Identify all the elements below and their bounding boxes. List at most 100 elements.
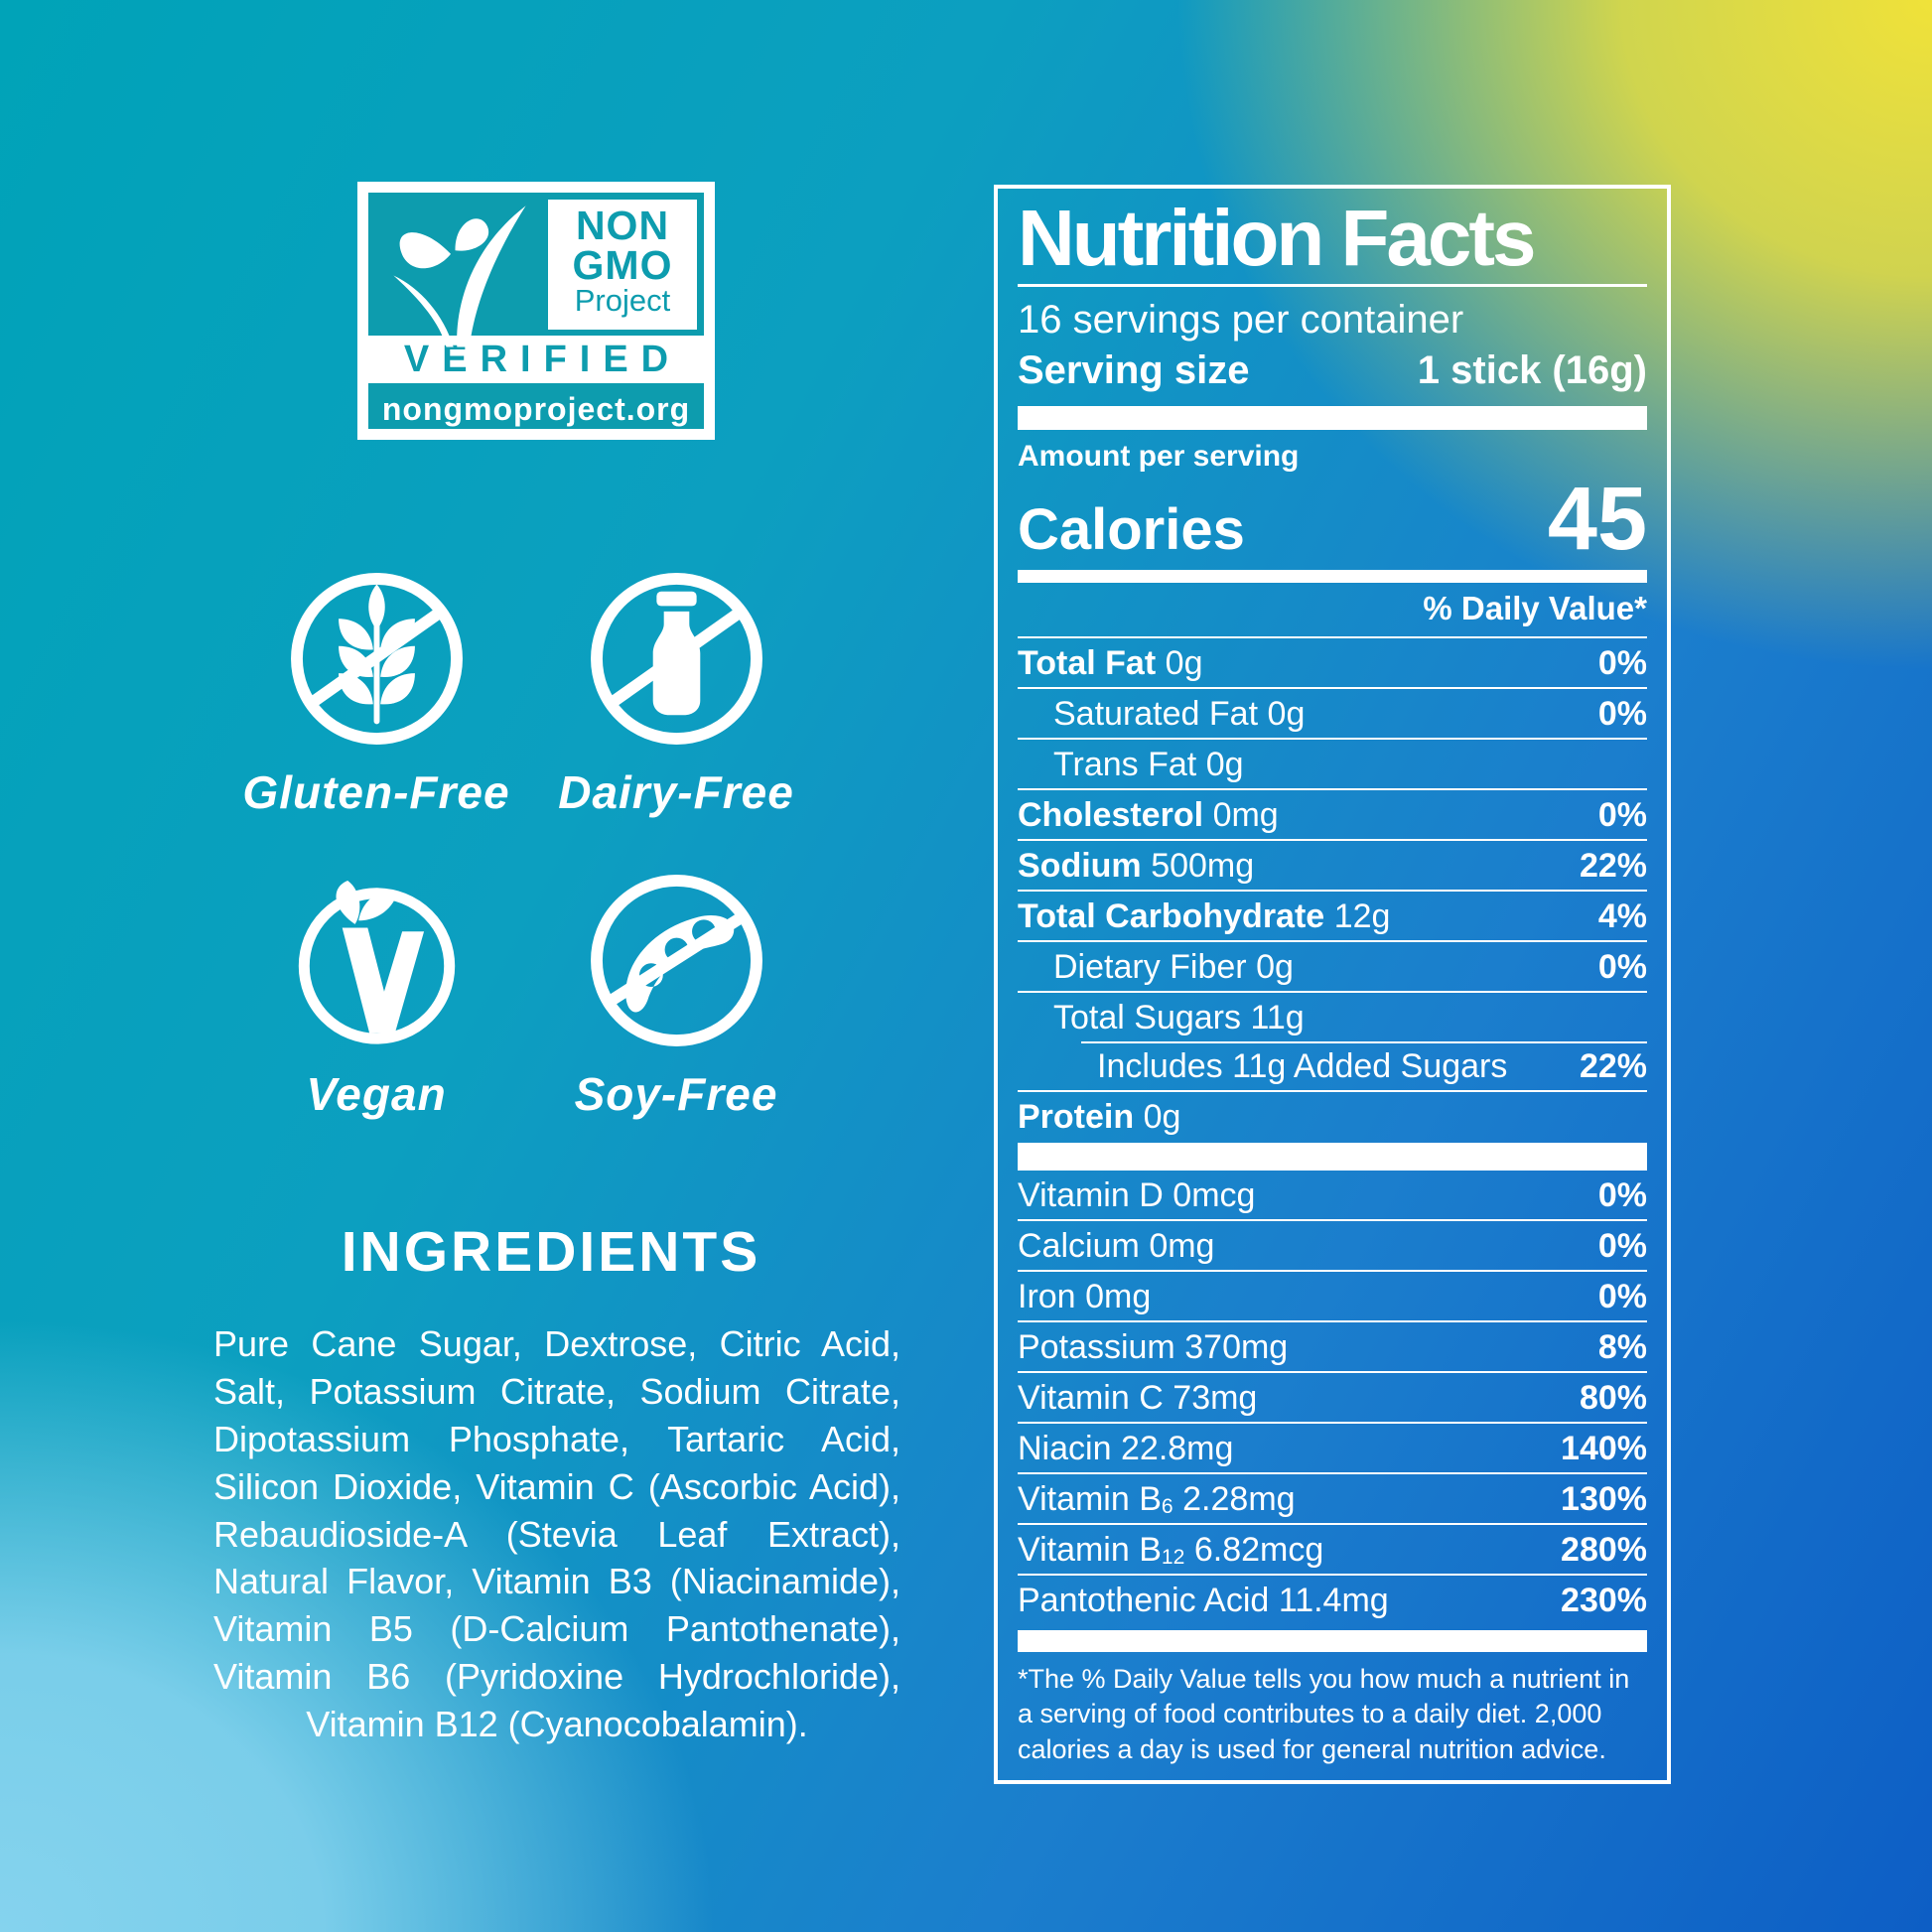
nutrition-row-niacin: Niacin 22.8mg 140%	[1018, 1421, 1647, 1472]
nutrition-row-sodium: Sodium 500mg 22%	[1018, 838, 1647, 890]
nutrient-amount: 0mcg	[1173, 1175, 1256, 1214]
nutrition-row-vitamin-b12: Vitamin B12 6.82mcg 280%	[1018, 1522, 1647, 1574]
nutrient-amount: 370mg	[1184, 1327, 1289, 1366]
nutrient-dv: 80%	[1579, 1378, 1647, 1417]
nutrition-row-pantothenic-acid: Pantothenic Acid 11.4mg 230%	[1018, 1573, 1647, 1624]
amount-per-serving: Amount per serving	[1018, 440, 1300, 474]
nutrition-row-total-fat: Total Fat 0g 0%	[1018, 635, 1647, 687]
nutrient-dv: 0%	[1597, 1226, 1647, 1265]
nutrient-name: Trans Fat	[1053, 745, 1197, 783]
nutrient-amount: 0g	[1256, 947, 1294, 986]
nutrient-name: Cholesterol	[1018, 795, 1204, 834]
nutrient-amount: 11g	[1250, 998, 1305, 1036]
nutrient-amount: 0g	[1143, 1097, 1181, 1136]
nutrient-name: Sodium	[1018, 846, 1142, 885]
nutrition-row-vitamin-b6: Vitamin B6 2.28mg 130%	[1018, 1471, 1647, 1523]
calories-row: Calories 45	[1018, 475, 1647, 564]
badge-line3: Project	[574, 283, 671, 319]
nutrient-dv: 130%	[1561, 1479, 1647, 1518]
nutrient-dv: 0%	[1597, 795, 1647, 834]
thick-divider	[1018, 1142, 1647, 1171]
nutrient-name: Vitamin C	[1018, 1378, 1164, 1417]
nutrient-amount: 0mg	[1085, 1277, 1152, 1315]
nutrient-name: Saturated Fat	[1053, 694, 1259, 733]
claim-soy-free: Soy-Free	[516, 870, 836, 1121]
serving-size-label: Serving size	[1018, 348, 1250, 393]
nutrient-name: Dietary Fiber	[1053, 947, 1247, 986]
nutrient-dv: 280%	[1561, 1530, 1647, 1569]
servings-per-container: 16 servings per container	[1018, 298, 1464, 343]
nutrient-amount: 6.82mcg	[1193, 1530, 1324, 1569]
non-gmo-badge: NON GMO Project VERIFIED nongmoproject.o…	[357, 182, 715, 440]
nutrient-amount: 11.4mg	[1278, 1581, 1389, 1619]
nutrition-row-added-sugars: Includes 11g Added Sugars 22%	[1018, 1040, 1647, 1090]
nutrient-dv: 0%	[1597, 947, 1647, 986]
thick-divider	[1018, 569, 1647, 583]
non-gmo-project-wordmark: NON GMO Project	[548, 200, 697, 330]
claim-label: Soy-Free	[574, 1068, 778, 1120]
claim-dairy-free: Dairy-Free	[516, 568, 836, 819]
nutrient-dv: 0%	[1597, 1175, 1647, 1214]
nutrient-name: Pantothenic Acid	[1018, 1581, 1270, 1619]
divider	[1018, 284, 1647, 288]
serving-size-row: Serving size 1 stick (16g)	[1018, 346, 1647, 394]
nutrition-row-calcium: Calcium 0mg 0%	[1018, 1218, 1647, 1270]
nutrient-amount: 0g	[1267, 694, 1306, 733]
nutrient-name-subscript: 12	[1161, 1546, 1185, 1570]
thick-divider	[1018, 1629, 1647, 1652]
badge-url: nongmoproject.org	[381, 390, 691, 427]
nutrient-amount: 0g	[1165, 643, 1203, 682]
badge-line1: NON	[575, 203, 670, 248]
nutrient-dv: 230%	[1561, 1581, 1647, 1619]
nutrient-amount: 73mg	[1173, 1378, 1258, 1417]
nutrition-row-protein: Protein 0g	[1018, 1089, 1647, 1141]
nutrient-dv: 22%	[1579, 1046, 1647, 1085]
nutrition-row-cholesterol: Cholesterol 0mg 0%	[1018, 787, 1647, 839]
badge-line2: GMO	[572, 242, 673, 289]
daily-value-footnote: *The % Daily Value tells you how much a …	[1018, 1663, 1630, 1764]
nutrition-row-dietary-fiber: Dietary Fiber 0g 0%	[1018, 939, 1647, 991]
calories-label: Calories	[1018, 496, 1245, 562]
thick-divider	[1018, 406, 1647, 431]
claim-label: Vegan	[306, 1068, 447, 1120]
nutrient-name-subscript: 6	[1161, 1495, 1173, 1519]
nutrition-row-vitamin-d: Vitamin D 0mcg 0%	[1018, 1171, 1647, 1219]
nutrition-facts-title: Nutrition Facts	[1018, 194, 1536, 282]
claim-label: Gluten-Free	[242, 766, 510, 818]
nutrient-amount: 0mg	[1149, 1226, 1215, 1265]
nutrient-name: Total Fat	[1018, 643, 1157, 682]
vegan-icon	[298, 880, 455, 1044]
claim-vegan: Vegan	[216, 870, 536, 1121]
nutrient-name: Protein	[1018, 1097, 1135, 1136]
claim-gluten-free: Gluten-Free	[216, 568, 536, 819]
nutrient-amount: 0g	[1205, 745, 1244, 783]
nutrient-amount: 2.28mg	[1182, 1479, 1296, 1518]
ingredients-title: INGREDIENTS	[341, 1220, 761, 1284]
nutrient-dv: 8%	[1597, 1327, 1647, 1366]
nutrient-dv: 0%	[1597, 1277, 1647, 1315]
nutrient-name: Total Carbohydrate	[1018, 897, 1325, 935]
nutrient-dv: 0%	[1597, 694, 1647, 733]
nutrition-row-trans-fat: Trans Fat 0g	[1018, 737, 1647, 788]
nutrition-row-total-sugars: Total Sugars 11g	[1018, 990, 1647, 1041]
nutrition-facts-panel: Nutrition Facts 16 servings per containe…	[994, 185, 1671, 1784]
nutrient-name: Calcium	[1018, 1226, 1140, 1265]
serving-size-value: 1 stick (16g)	[1417, 348, 1647, 393]
nutrient-amount: 0mg	[1212, 795, 1279, 834]
ingredients-text: Pure Cane Sugar, Dextrose, Citric Acid, …	[213, 1323, 900, 1744]
nutrient-dv: 140%	[1561, 1429, 1647, 1467]
nutrient-dv: 22%	[1579, 846, 1647, 885]
calories-value: 45	[1547, 469, 1647, 569]
nutrient-name: Niacin	[1018, 1429, 1112, 1467]
butterfly-checkmark-icon	[368, 193, 548, 347]
nutrient-name: Potassium	[1018, 1327, 1175, 1366]
nutrition-row-potassium: Potassium 370mg 8%	[1018, 1319, 1647, 1371]
nutrition-row-total-carbohydrate: Total Carbohydrate 12g 4%	[1018, 889, 1647, 940]
nutrient-amount: 12g	[1333, 897, 1391, 935]
claim-label: Dairy-Free	[558, 766, 794, 818]
nutrient-name: Iron	[1018, 1277, 1076, 1315]
non-gmo-badge-top: NON GMO Project	[368, 193, 704, 347]
daily-value-header: % Daily Value*	[1423, 589, 1647, 626]
nutrient-amount: 22.8mg	[1121, 1429, 1234, 1467]
